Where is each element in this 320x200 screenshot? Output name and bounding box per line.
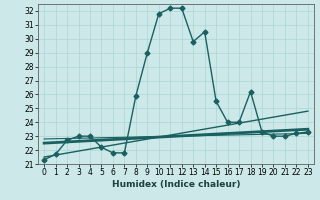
X-axis label: Humidex (Indice chaleur): Humidex (Indice chaleur): [112, 180, 240, 189]
